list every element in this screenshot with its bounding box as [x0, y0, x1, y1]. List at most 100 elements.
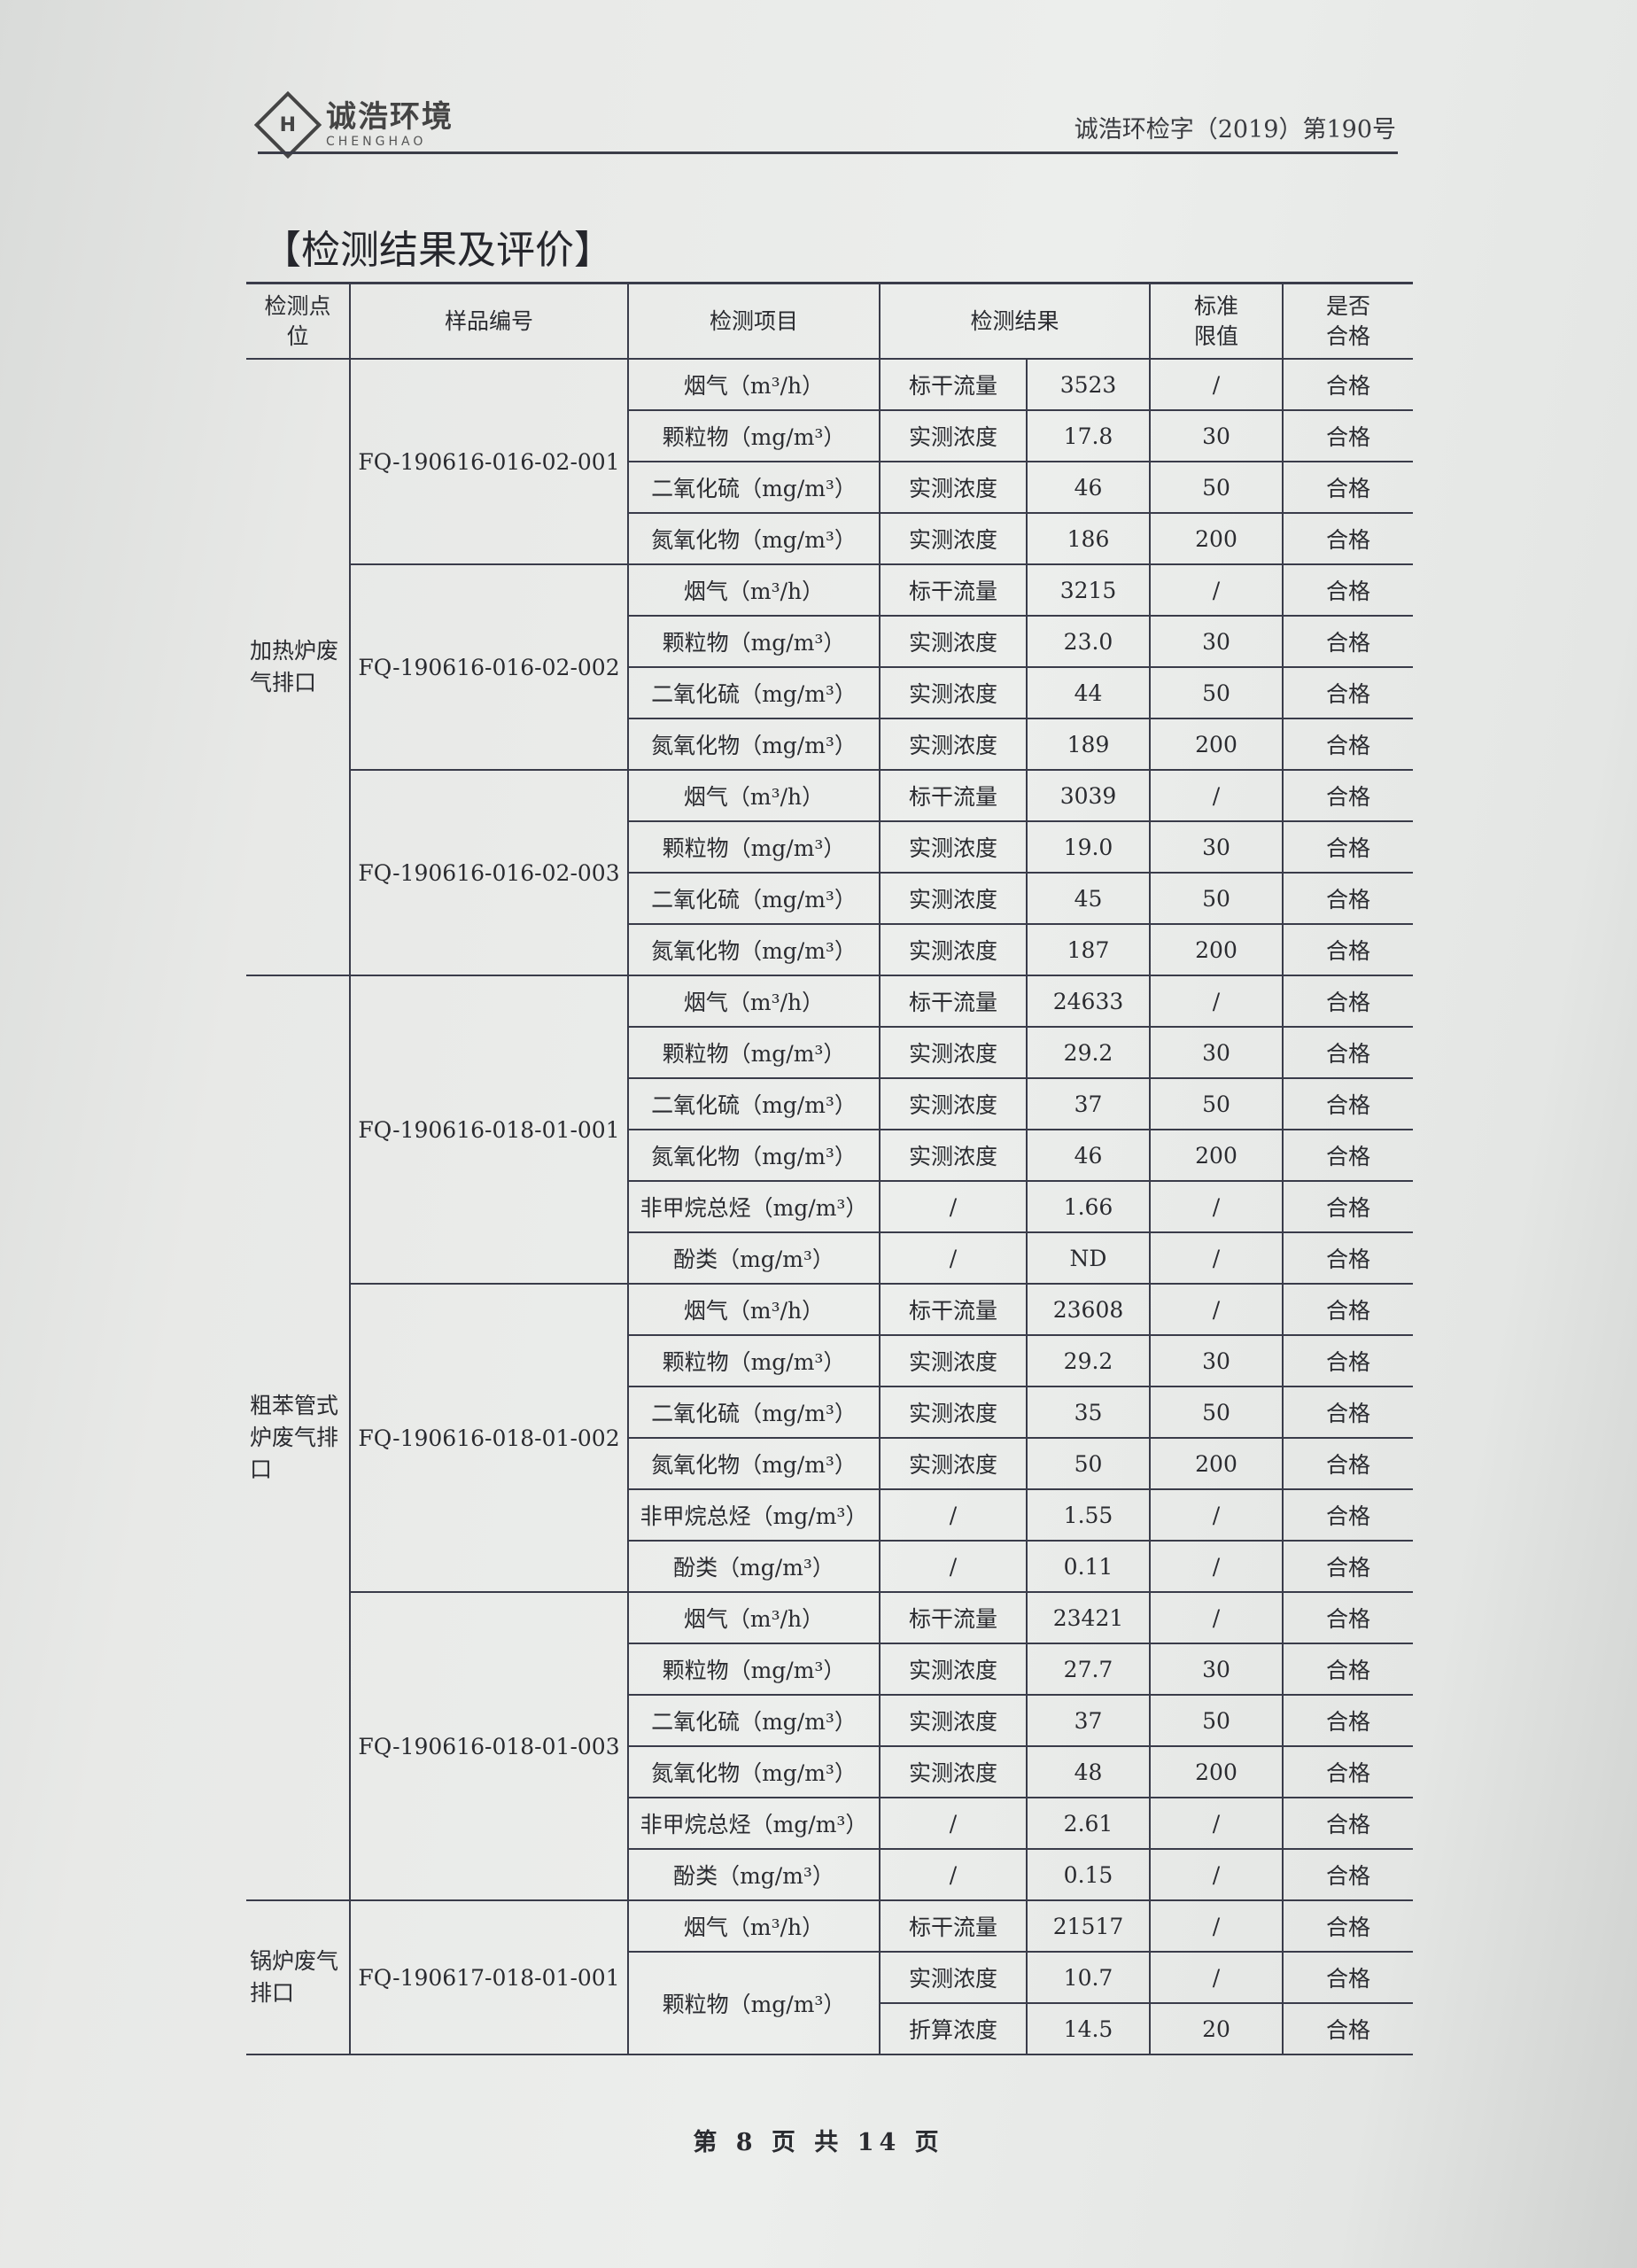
logo-text-cn: 诚浩环境	[326, 99, 454, 135]
page-number: 第 8 页 共 14 页	[693, 2129, 944, 2156]
header-sample-id: 样品编号	[349, 282, 629, 360]
pass-cell: 合格	[1282, 769, 1414, 822]
item-cell: 烟气（m³/h）	[627, 975, 881, 1028]
limit-cell: /	[1149, 1488, 1284, 1542]
measure-type-cell: /	[879, 1180, 1028, 1233]
result-cell: 23608	[1025, 1283, 1152, 1336]
limit-cell: 30	[1149, 820, 1284, 874]
pass-cell: 合格	[1282, 1437, 1414, 1490]
pass-cell: 合格	[1282, 923, 1414, 976]
pass-cell: 合格	[1282, 2002, 1414, 2055]
result-cell: 46	[1025, 1129, 1152, 1182]
measure-type-cell: 实测浓度	[879, 1129, 1028, 1182]
item-cell: 烟气（m³/h）	[627, 358, 881, 411]
table-row: 氮氧化物（mg/m³） 实测浓度 50 200 合格	[246, 1437, 1414, 1490]
result-cell: 2.61	[1025, 1797, 1152, 1850]
limit-cell: 50	[1149, 666, 1284, 719]
pass-cell: 合格	[1282, 1643, 1414, 1696]
result-cell: 46	[1025, 461, 1152, 514]
item-cell: 酚类（mg/m³）	[628, 1848, 881, 1901]
table-row: 颗粒物（mg/m³） 实测浓度 17.8 30 合格	[246, 409, 1414, 462]
result-cell: 27.7	[1025, 1643, 1152, 1696]
table-row: 氮氧化物（mg/m³） 实测浓度 187 200 合格	[246, 923, 1414, 976]
measure-type-cell: 标干流量	[879, 1591, 1028, 1644]
measure-type-cell: 标干流量	[879, 1899, 1028, 1953]
result-cell: 35	[1025, 1386, 1152, 1439]
measure-type-cell: 实测浓度	[879, 1334, 1028, 1387]
measure-type-cell: 实测浓度	[879, 1077, 1028, 1130]
limit-cell: /	[1149, 1283, 1284, 1336]
result-cell: 1.55	[1025, 1488, 1152, 1542]
measure-type-cell: /	[879, 1488, 1028, 1542]
location-cell: 锅炉废气排口	[246, 1899, 351, 2055]
table-row: 二氧化硫（mg/m³） 实测浓度 46 50 合格	[246, 461, 1414, 514]
pass-cell: 合格	[1282, 512, 1414, 565]
item-cell: 二氧化硫（mg/m³）	[628, 872, 881, 925]
logo-text-en: CHENGHAO	[326, 135, 427, 149]
limit-cell: 200	[1149, 1437, 1284, 1490]
item-cell: 二氧化硫（mg/m³）	[628, 1386, 881, 1439]
table-row: 二氧化硫（mg/m³） 实测浓度 37 50 合格	[246, 1077, 1414, 1130]
limit-cell: 200	[1149, 718, 1284, 771]
result-cell: 29.2	[1025, 1334, 1152, 1387]
header-pass: 是否合格	[1282, 282, 1414, 360]
item-cell: 烟气（m³/h）	[627, 1283, 881, 1336]
header-divider	[258, 151, 1398, 154]
result-cell: 0.15	[1025, 1848, 1152, 1901]
result-cell: 3215	[1025, 563, 1152, 617]
table-row: 二氧化硫（mg/m³） 实测浓度 45 50 合格	[246, 872, 1414, 925]
measure-type-cell: 实测浓度	[879, 1643, 1028, 1696]
measure-type-cell: 实测浓度	[879, 1437, 1028, 1490]
limit-cell: /	[1149, 563, 1284, 617]
result-cell: 14.5	[1025, 2002, 1152, 2055]
table-row: 颗粒物（mg/m³） 实测浓度 10.7/合格	[246, 1951, 1414, 2055]
limit-cell: 200	[1149, 1745, 1284, 1798]
limit-cell: /	[1149, 975, 1284, 1028]
pass-cell: 合格	[1282, 1334, 1414, 1387]
limit-cell: /	[1149, 1951, 1284, 2004]
item-cell: 烟气（m³/h）	[627, 1899, 881, 1953]
measure-type-cell: 实测浓度	[879, 1694, 1028, 1747]
pass-cell: 合格	[1282, 615, 1414, 668]
measure-type-cell: 实测浓度	[879, 512, 1028, 565]
limit-cell: /	[1149, 358, 1284, 411]
item-cell: 烟气（m³/h）	[627, 769, 881, 822]
document-number: 诚浩环检字（2019）第190号	[1074, 116, 1396, 144]
limit-cell: /	[1149, 1231, 1284, 1285]
sample-id-cell: FQ-190616-016-02-002	[350, 563, 629, 771]
logo-mark-icon: H	[253, 90, 322, 159]
limit-cell: 50	[1149, 1386, 1284, 1439]
pass-cell: 合格	[1282, 1745, 1414, 1798]
result-cell: 50	[1025, 1437, 1152, 1490]
measure-type-cell: 实测浓度	[879, 1951, 1028, 2004]
measure-type-cell: 实测浓度	[879, 923, 1028, 976]
result-cell: 44	[1025, 666, 1152, 719]
table-row: 颗粒物（mg/m³） 实测浓度 29.2 30 合格	[246, 1026, 1414, 1079]
table-row: 加热炉废气排口 FQ-190616-016-02-001 烟气（m³/h） 标干流量 3…	[246, 358, 1414, 976]
result-cell: 0.11	[1025, 1540, 1152, 1593]
pass-cell: 合格	[1282, 1129, 1414, 1182]
table-row: 二氧化硫（mg/m³） 实测浓度 37 50 合格	[246, 1694, 1414, 1747]
measure-type-cell: /	[879, 1848, 1028, 1901]
result-cell: 48	[1025, 1745, 1152, 1798]
result-cell: 37	[1025, 1694, 1152, 1747]
pass-cell: 合格	[1282, 1180, 1414, 1233]
item-cell: 二氧化硫（mg/m³）	[628, 461, 881, 514]
pass-cell: 合格	[1282, 1591, 1414, 1644]
result-cell: 19.0	[1025, 820, 1152, 874]
measure-type-cell: 实测浓度	[879, 872, 1028, 925]
result-cell: 3039	[1025, 769, 1152, 822]
limit-cell: /	[1149, 1848, 1284, 1901]
pass-cell: 合格	[1282, 1951, 1414, 2004]
limit-cell: 200	[1149, 923, 1284, 976]
measure-type-cell: 实测浓度	[879, 1745, 1028, 1798]
table-row: 锅炉废气排口 FQ-190617-018-01-001 烟气（m³/h） 标干流量 21…	[246, 1899, 1414, 2055]
item-cell: 酚类（mg/m³）	[628, 1231, 881, 1285]
item-cell: 氮氧化物（mg/m³）	[628, 1745, 881, 1798]
result-cell: 23421	[1025, 1591, 1152, 1644]
item-cell: 颗粒物（mg/m³）	[628, 1026, 881, 1079]
table-row: FQ-190616-018-01-002 烟气（m³/h） 标干流量 23608/合格	[246, 1283, 1414, 1593]
item-cell: 非甲烷总烃（mg/m³）	[628, 1180, 881, 1233]
limit-cell: 30	[1149, 1334, 1284, 1387]
item-cell: 氮氧化物（mg/m³）	[628, 512, 881, 565]
